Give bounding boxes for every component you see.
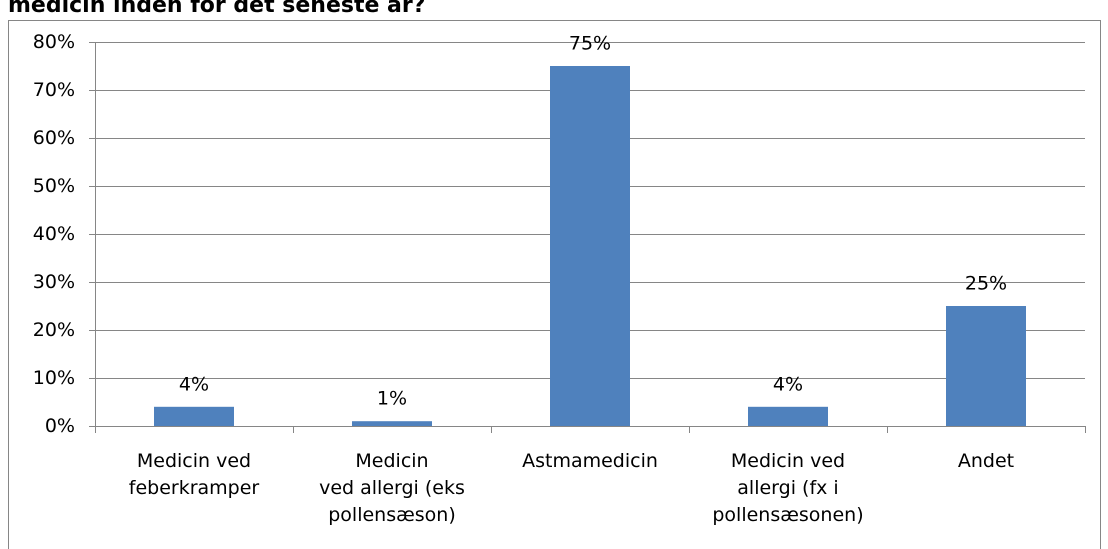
y-tick-label: 40% — [33, 223, 75, 245]
data-label: 25% — [965, 273, 1007, 295]
bar — [946, 306, 1026, 426]
x-tick-label: Astmamedicin — [522, 450, 658, 472]
y-tick-label: 80% — [33, 31, 75, 53]
y-tick-label: 50% — [33, 175, 75, 197]
y-tick-label: 0% — [45, 415, 75, 437]
x-tick-label: Andet — [958, 450, 1014, 472]
data-label: 4% — [773, 373, 803, 395]
bar — [550, 66, 630, 426]
y-tick-label: 10% — [33, 367, 75, 389]
x-tick-label: Medicin ved feberkramper — [129, 450, 260, 499]
bar — [154, 406, 234, 426]
bar — [748, 406, 828, 426]
data-label: 75% — [569, 33, 611, 55]
data-label: 4% — [179, 373, 209, 395]
bar — [352, 421, 432, 426]
y-tick-label: 20% — [33, 319, 75, 341]
x-tick-label: Medicin ved allergi (fx i pollensæsonen) — [712, 450, 863, 526]
chart-title: medicin inden for det seneste år? — [8, 0, 426, 18]
y-tick-label: 60% — [33, 127, 75, 149]
y-tick-label: 70% — [33, 79, 75, 101]
data-label: 1% — [377, 388, 407, 410]
x-tick-label: Medicin ved allergi (eks pollensæson) — [319, 450, 465, 526]
y-tick-label: 30% — [33, 271, 75, 293]
